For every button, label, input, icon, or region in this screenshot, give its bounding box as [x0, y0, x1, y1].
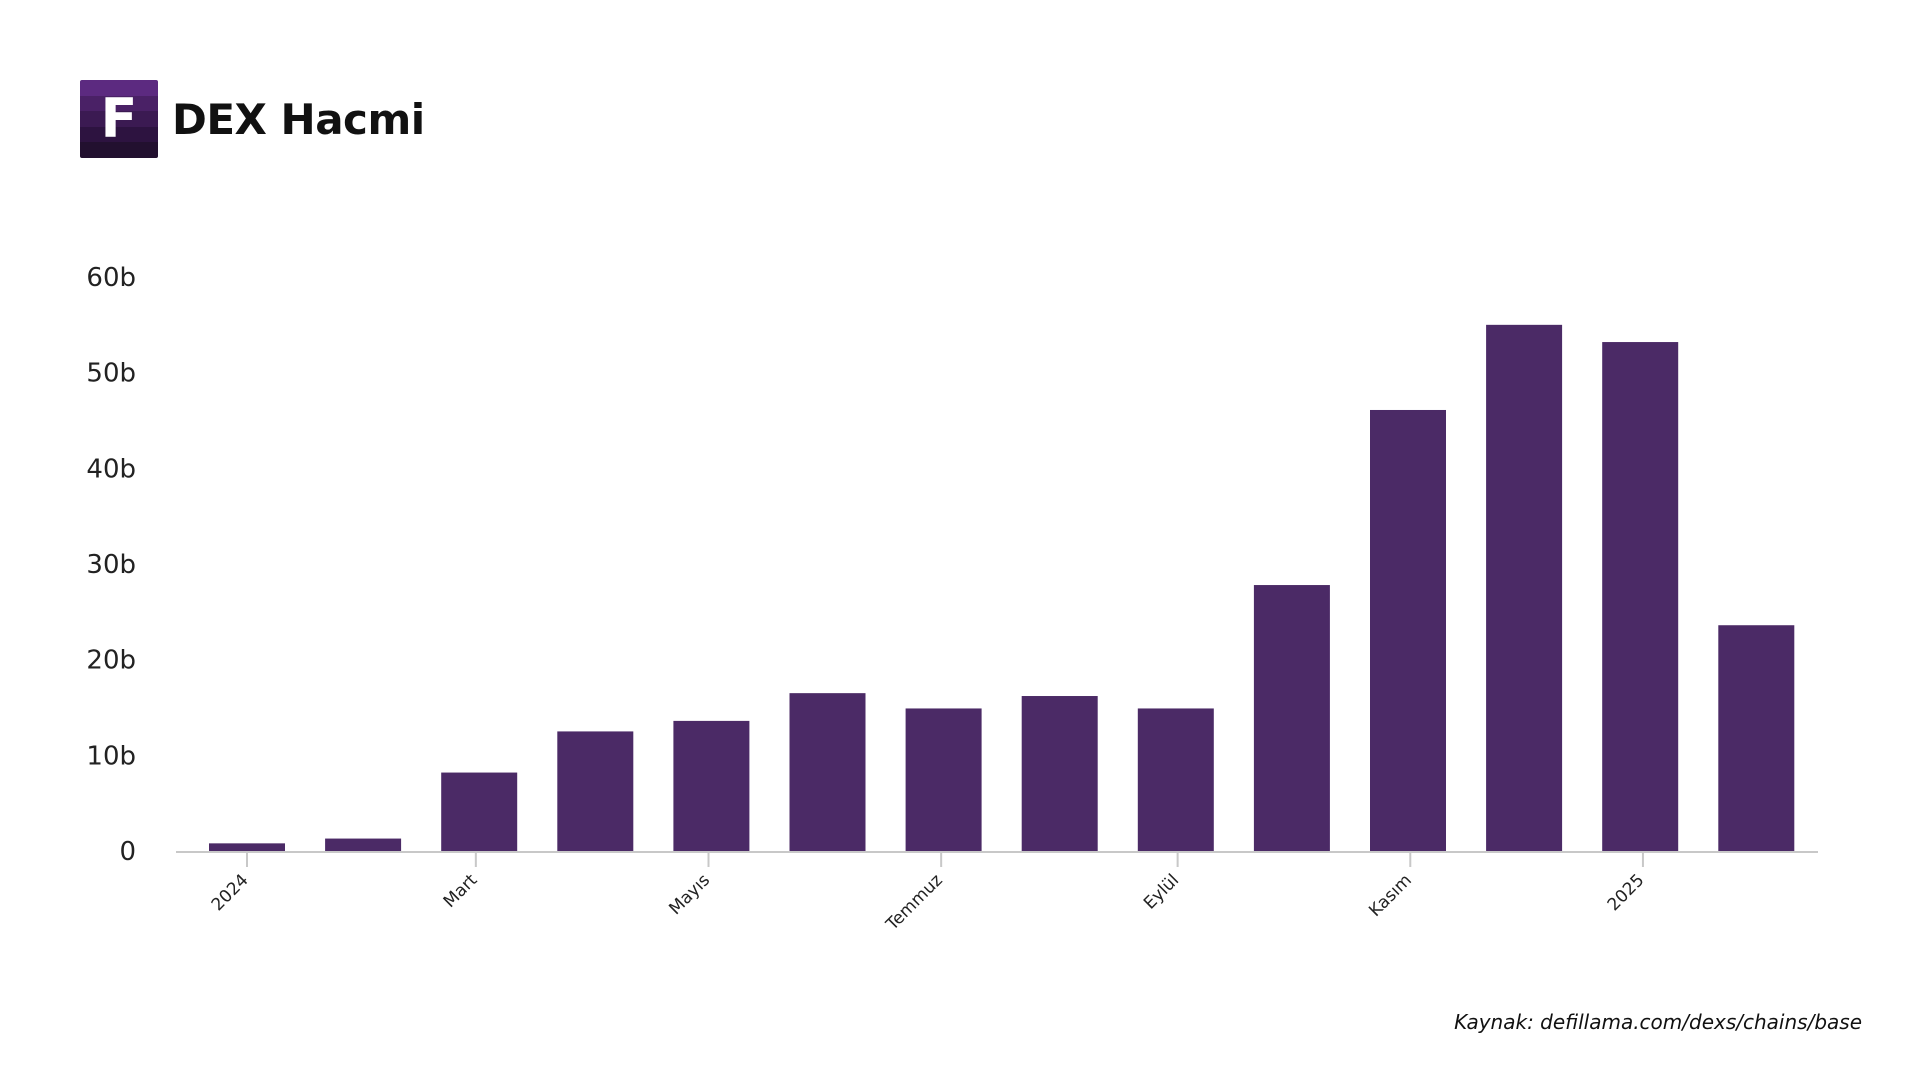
bar [905, 708, 982, 851]
bar [325, 838, 402, 851]
bar [789, 693, 866, 851]
x-tick-label: Mart [440, 870, 482, 912]
bar [209, 843, 285, 851]
bar [1718, 625, 1795, 851]
bar [441, 772, 518, 851]
y-tick-label: 50b [86, 359, 136, 389]
logo: F [80, 80, 158, 158]
bar [1602, 342, 1679, 851]
chart-title: DEX Hacmi [172, 94, 425, 144]
logo-background [80, 80, 158, 158]
bars [209, 324, 1795, 851]
bar [1021, 696, 1098, 851]
y-tick-label: 20b [86, 646, 136, 676]
chart-header: F DEX Hacmi [80, 80, 425, 158]
x-tick-label: 2025 [1604, 870, 1649, 915]
y-axis: 0 10b 20b 30b 40b 50b 60b [86, 263, 136, 867]
x-axis: 2024 Mart Mayıs Temmuz Eylül Kasım 2025 [208, 852, 1649, 935]
logo-letter: F [100, 87, 138, 150]
y-tick-label: 30b [86, 550, 136, 580]
source-note: Kaynak: defillama.com/dexs/chains/base [1454, 1010, 1862, 1034]
y-tick-label: 60b [86, 263, 136, 293]
bar [1253, 585, 1330, 851]
y-tick-label: 0 [119, 837, 136, 867]
bar [1370, 409, 1446, 851]
x-tick-label: Temmuz [882, 870, 947, 935]
bar [1137, 708, 1214, 851]
y-tick-label: 10b [86, 741, 136, 771]
bar [673, 720, 750, 851]
x-tick-label: Mayıs [665, 870, 714, 919]
x-tick-label: Eylül [1140, 870, 1183, 913]
x-tick-label: Kasım [1365, 870, 1416, 921]
x-tick-label: 2024 [208, 870, 253, 915]
y-tick-label: 40b [86, 454, 136, 484]
bar [557, 731, 634, 851]
bar [1486, 324, 1563, 851]
